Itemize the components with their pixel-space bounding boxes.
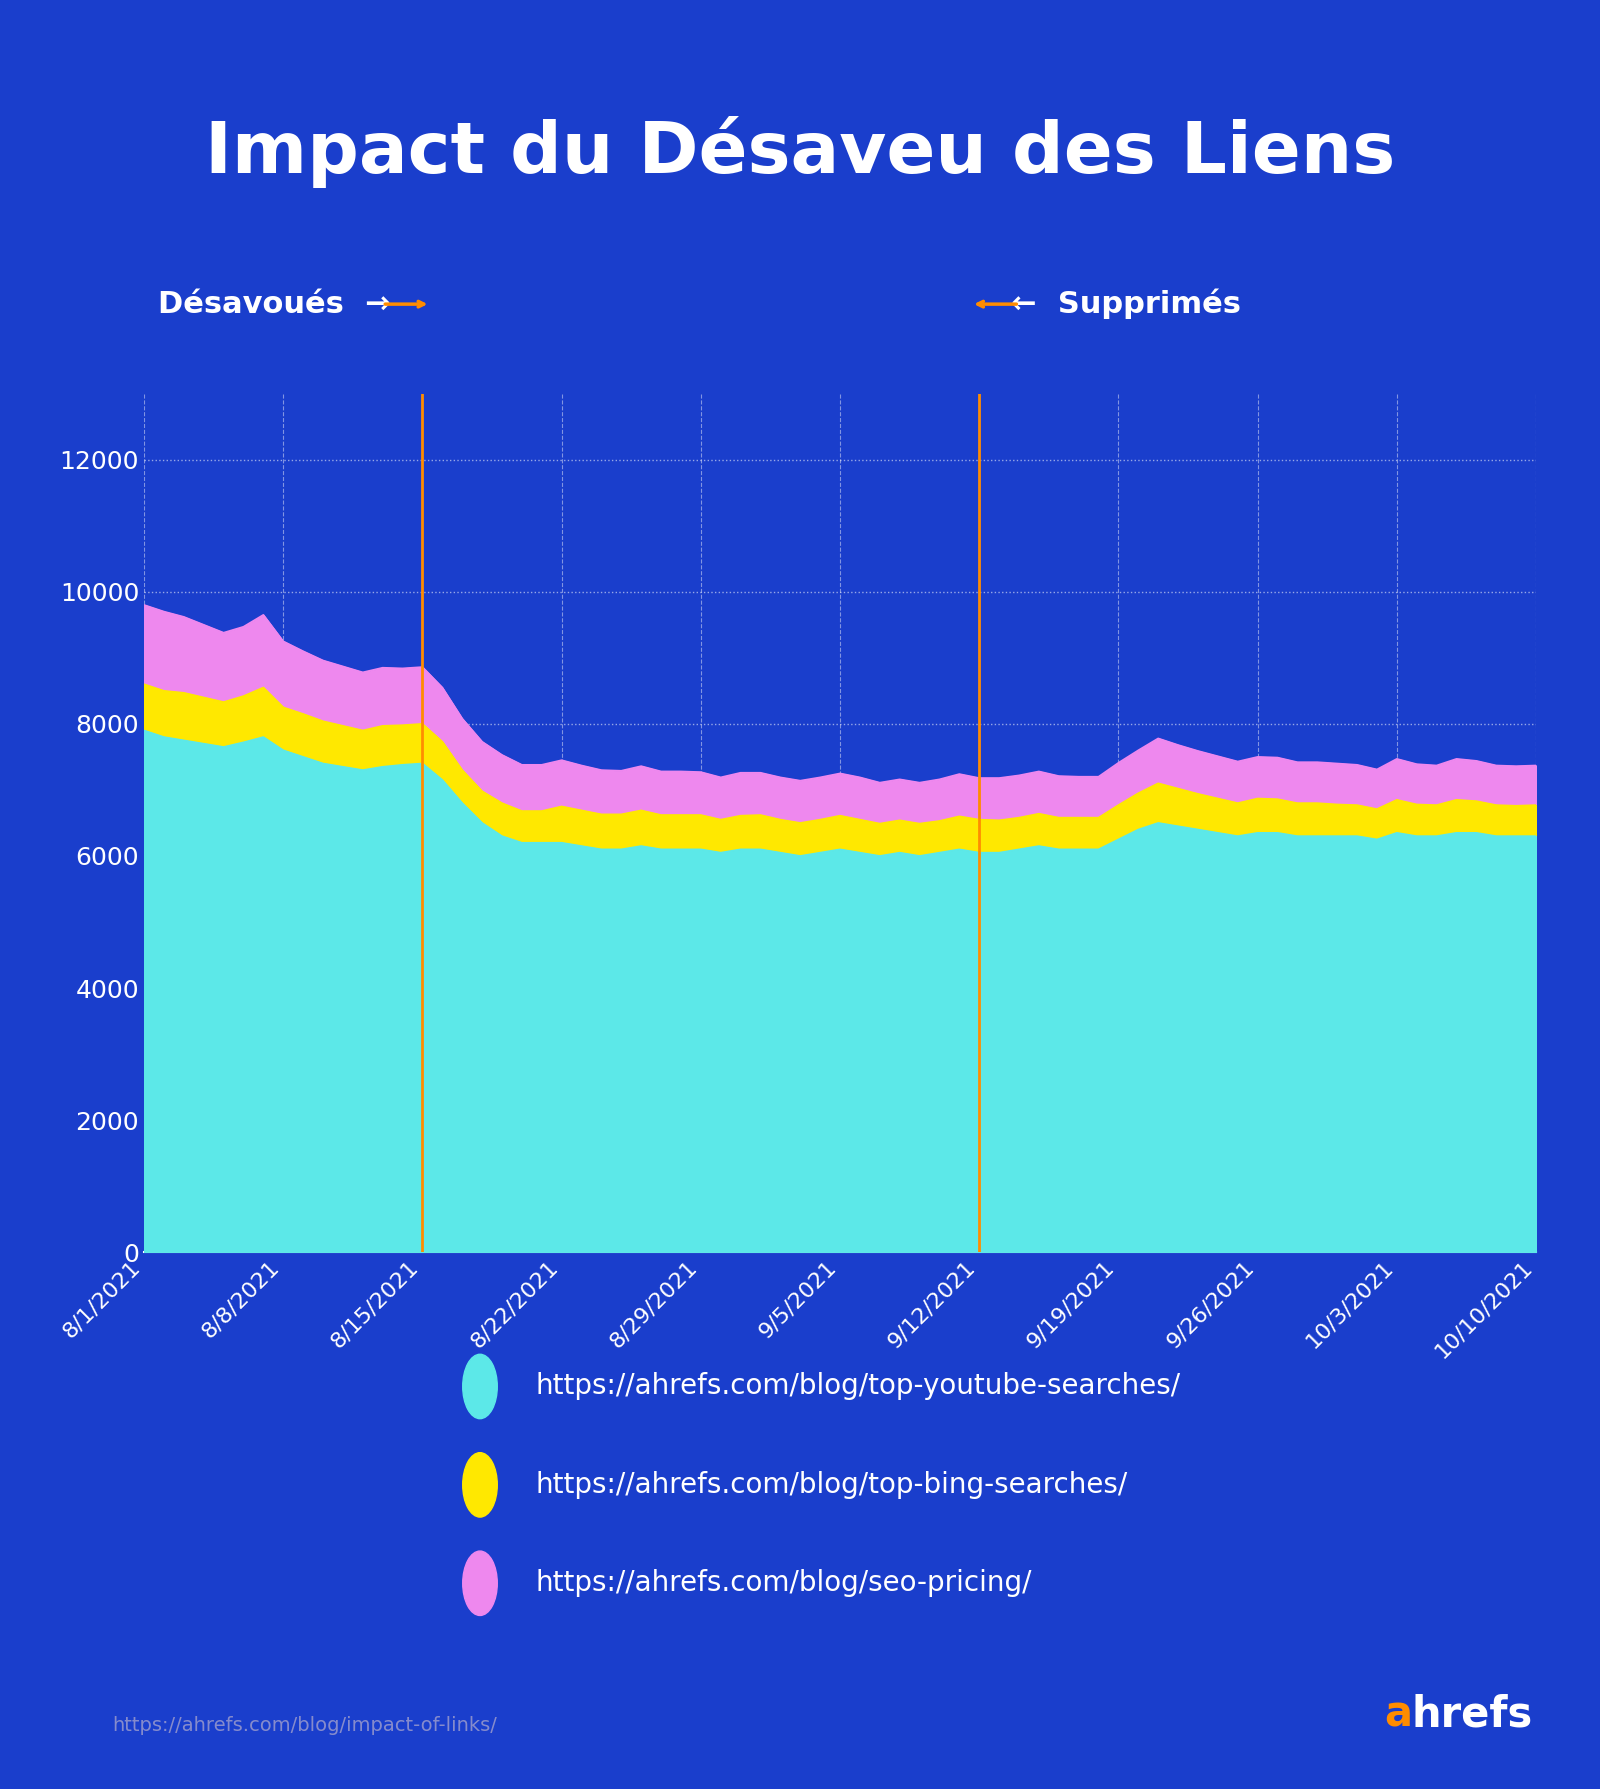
Text: ←  Supprimés: ← Supprimés xyxy=(1011,288,1242,320)
Text: https://ahrefs.com/blog/impact-of-links/: https://ahrefs.com/blog/impact-of-links/ xyxy=(112,1716,498,1735)
Text: Désavoués  →: Désavoués → xyxy=(158,290,390,318)
Text: hrefs: hrefs xyxy=(1411,1694,1533,1735)
Text: https://ahrefs.com/blog/top-youtube-searches/: https://ahrefs.com/blog/top-youtube-sear… xyxy=(536,1372,1181,1401)
Text: a: a xyxy=(1384,1694,1413,1735)
Text: Impact du Désaveu des Liens: Impact du Désaveu des Liens xyxy=(205,116,1395,188)
Text: https://ahrefs.com/blog/top-bing-searches/: https://ahrefs.com/blog/top-bing-searche… xyxy=(536,1471,1128,1499)
Text: https://ahrefs.com/blog/seo-pricing/: https://ahrefs.com/blog/seo-pricing/ xyxy=(536,1569,1032,1598)
